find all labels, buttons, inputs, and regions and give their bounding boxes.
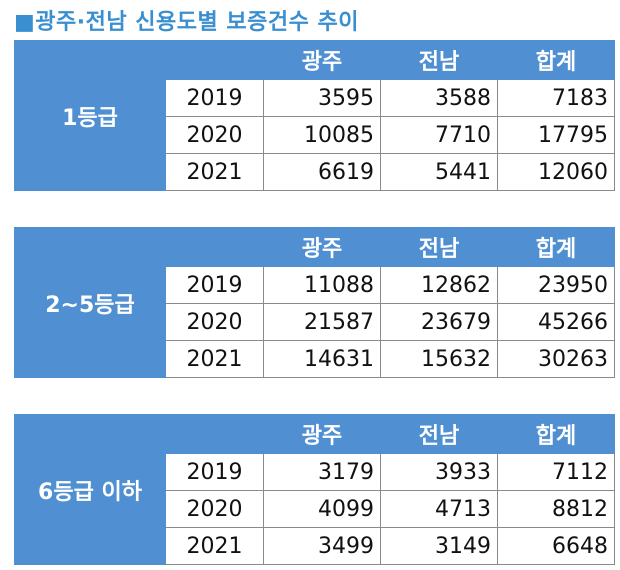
total-cell: 30263 <box>497 340 615 378</box>
total-cell: 6648 <box>497 527 615 565</box>
grade-label: 6등급 이하 <box>14 414 166 565</box>
gwangju-cell: 3179 <box>263 453 381 491</box>
year-cell: 2019 <box>165 266 264 304</box>
page-title: ■광주·전남 신용도별 보증건수 추이 <box>14 10 359 35</box>
gwangju-cell: 4099 <box>263 490 381 528</box>
header-jeonnam: 전남 <box>380 40 498 80</box>
year-cell: 2021 <box>165 527 264 565</box>
table-row: 2019 11088 12862 23950 <box>15 266 615 304</box>
year-cell: 2020 <box>165 303 264 341</box>
total-cell: 8812 <box>497 490 615 528</box>
jeonnam-cell: 12862 <box>380 266 498 304</box>
jeonnam-cell: 23679 <box>380 303 498 341</box>
grade-label: 1등급 <box>14 40 166 191</box>
total-cell: 45266 <box>497 303 615 341</box>
jeonnam-cell: 15632 <box>380 340 498 378</box>
jeonnam-cell: 5441 <box>380 153 498 191</box>
total-cell: 7112 <box>497 453 615 491</box>
total-cell: 23950 <box>497 266 615 304</box>
year-cell: 2021 <box>165 340 264 378</box>
header-gwangju: 광주 <box>263 227 381 267</box>
year-cell: 2019 <box>165 453 264 491</box>
header-year-blank <box>165 414 264 454</box>
gwangju-cell: 6619 <box>263 153 381 191</box>
gwangju-cell: 11088 <box>263 266 381 304</box>
header-total: 합계 <box>497 414 615 454</box>
total-cell: 12060 <box>497 153 615 191</box>
header-gwangju: 광주 <box>263 40 381 80</box>
gwangju-cell: 14631 <box>263 340 381 378</box>
jeonnam-cell: 7710 <box>380 116 498 154</box>
table-row: 2020 21587 23679 45266 <box>15 303 615 341</box>
header-row: 1등급 광주 전남 합계 <box>14 40 615 191</box>
table-grade-2-5: 2~5등급 광주 전남 합계 2019 11088 12862 23950 20… <box>14 227 615 378</box>
year-cell: 2019 <box>165 79 264 117</box>
total-cell: 17795 <box>497 116 615 154</box>
table-grade-6-below: 6등급 이하 광주 전남 합계 2019 3179 3933 7112 2020… <box>14 414 615 565</box>
header-total: 합계 <box>497 227 615 267</box>
gwangju-cell: 21587 <box>263 303 381 341</box>
total-cell: 7183 <box>497 79 615 117</box>
table-row: 2021 6619 5441 12060 <box>15 153 615 191</box>
jeonnam-cell: 4713 <box>380 490 498 528</box>
gwangju-cell: 3499 <box>263 527 381 565</box>
year-cell: 2021 <box>165 153 264 191</box>
jeonnam-cell: 3588 <box>380 79 498 117</box>
header-total: 합계 <box>497 40 615 80</box>
year-cell: 2020 <box>165 490 264 528</box>
table-row: 2021 3499 3149 6648 <box>15 527 615 565</box>
header-row: 2~5등급 광주 전남 합계 <box>14 227 615 378</box>
gwangju-cell: 3595 <box>263 79 381 117</box>
jeonnam-cell: 3933 <box>380 453 498 491</box>
header-gwangju: 광주 <box>263 414 381 454</box>
header-jeonnam: 전남 <box>380 227 498 267</box>
jeonnam-cell: 3149 <box>380 527 498 565</box>
gwangju-cell: 10085 <box>263 116 381 154</box>
year-cell: 2020 <box>165 116 264 154</box>
table-row: 2021 14631 15632 30263 <box>15 340 615 378</box>
table-row: 2019 3179 3933 7112 <box>15 453 615 491</box>
header-year-blank <box>165 227 264 267</box>
header-jeonnam: 전남 <box>380 414 498 454</box>
table-grade-1: 1등급 광주 전남 합계 2019 3595 3588 7183 2020 10… <box>14 40 615 191</box>
header-year-blank <box>165 40 264 80</box>
grade-label: 2~5등급 <box>14 227 166 378</box>
header-row: 6등급 이하 광주 전남 합계 <box>14 414 615 565</box>
